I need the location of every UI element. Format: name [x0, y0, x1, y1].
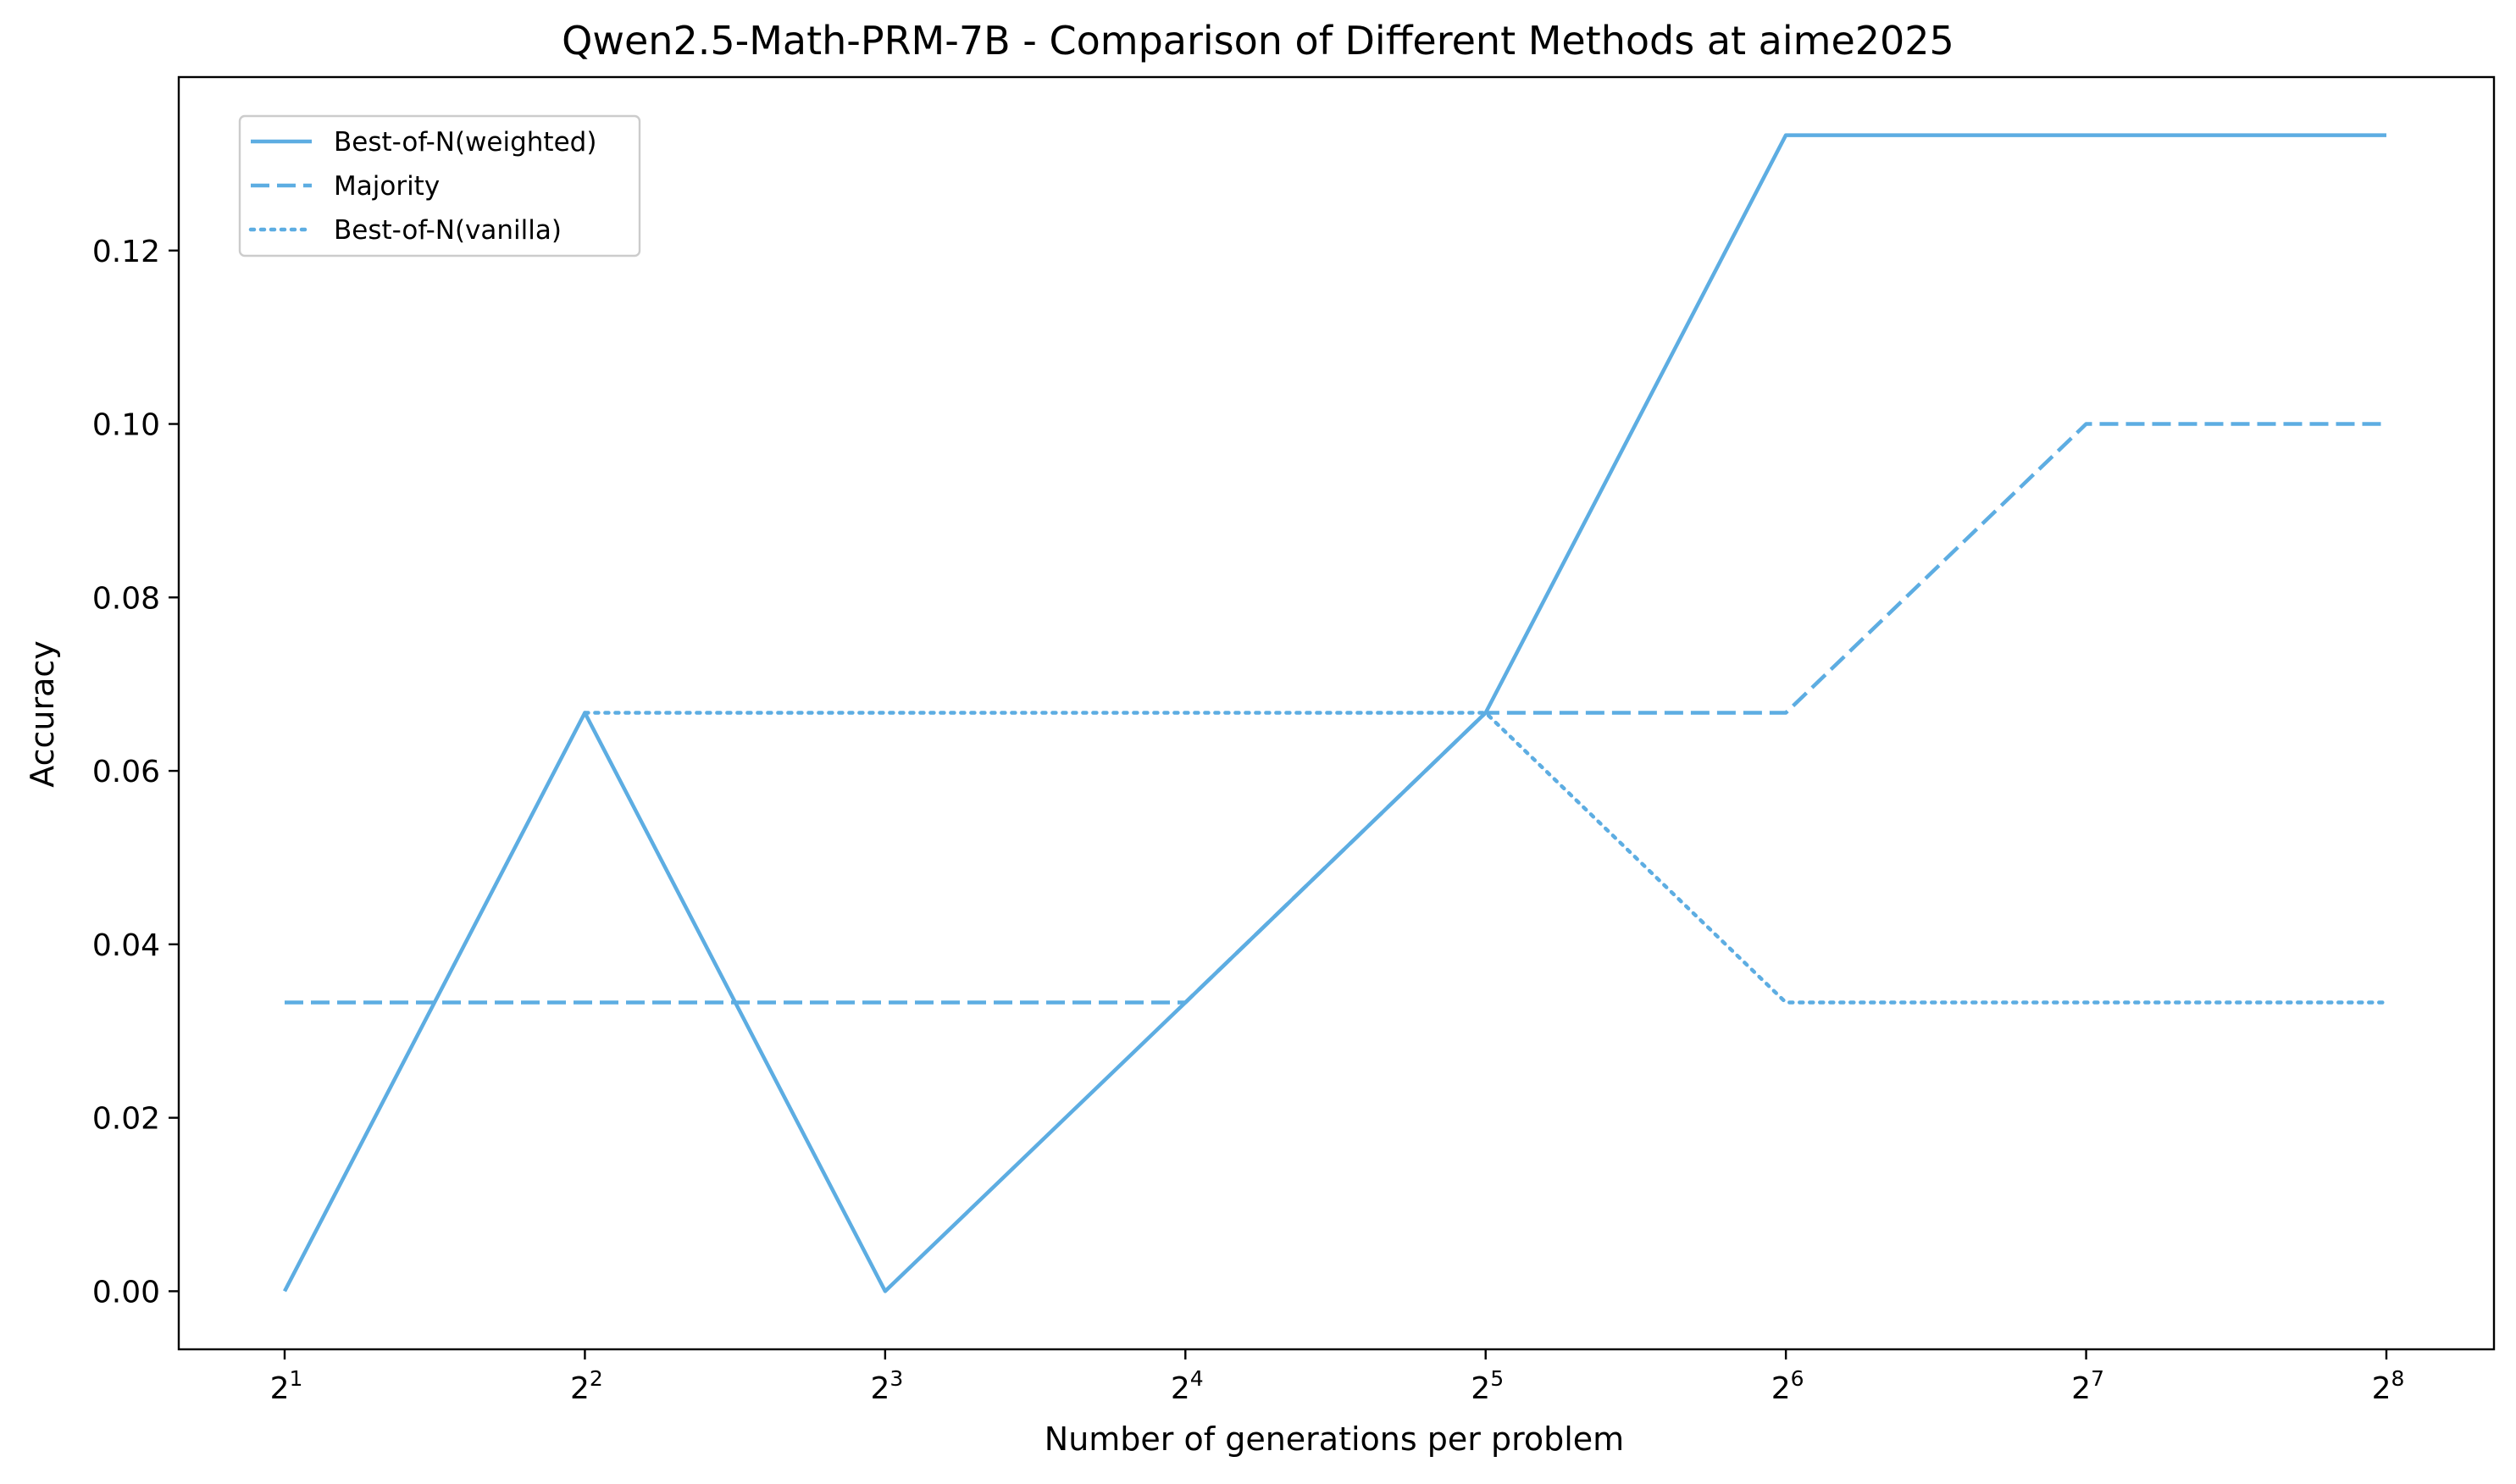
legend: Best-of-N(weighted) Majority Best-of-N(van… [238, 114, 641, 257]
y-tick-label: 0.06 [92, 755, 160, 789]
y-tick-label: 0.08 [92, 581, 160, 616]
legend-label-2: Majority [334, 171, 440, 202]
legend-label-1: Best-of-N(weighted) [334, 127, 596, 158]
y-tick-label: 0.00 [92, 1275, 160, 1310]
x-tick-label: 28 [2372, 1366, 2405, 1406]
x-tick-label: 22 [570, 1366, 603, 1406]
legend-box [238, 114, 641, 257]
plot-area [177, 75, 2496, 1351]
y-tick-label: 0.02 [92, 1102, 160, 1137]
x-axis: 21 22 23 24 25 26 27 28 [270, 1349, 2405, 1406]
series-line-3 [583, 711, 2389, 1005]
series-lines [283, 133, 2389, 1293]
y-axis-label: Accuracy [24, 640, 61, 788]
legend-label-3: Best-of-N(vanilla) [334, 215, 562, 246]
x-tick-label: 21 [270, 1366, 303, 1406]
x-tick-label: 27 [2071, 1366, 2104, 1406]
series-line-2 [285, 422, 2386, 1005]
x-tick-label: 25 [1471, 1366, 1504, 1406]
y-tick-label: 0.12 [92, 235, 160, 269]
x-axis-label: Number of generations per problem [1045, 1420, 1624, 1458]
y-tick-label: 0.04 [92, 928, 160, 963]
x-tick-label: 23 [870, 1366, 903, 1406]
y-axis: 0.00 0.02 0.04 0.06 0.08 0.10 0.12 [92, 235, 179, 1310]
x-tick-label: 24 [1171, 1366, 1204, 1406]
chart-title: Qwen2.5-Math-PRM-7B - Comparison of Diff… [562, 18, 1954, 64]
y-tick-label: 0.10 [92, 408, 160, 443]
x-tick-label: 26 [1771, 1366, 1804, 1406]
